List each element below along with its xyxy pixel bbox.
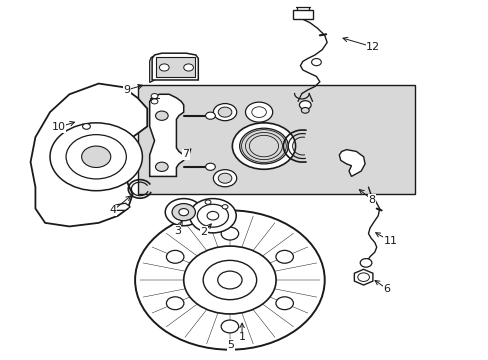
- Text: 7: 7: [182, 149, 189, 159]
- Text: 8: 8: [367, 195, 375, 204]
- Text: 3: 3: [174, 226, 181, 236]
- Bar: [137, 85, 414, 194]
- Circle shape: [205, 163, 215, 170]
- Circle shape: [165, 199, 202, 226]
- Circle shape: [239, 128, 287, 164]
- Circle shape: [357, 273, 369, 282]
- Circle shape: [166, 250, 183, 263]
- Circle shape: [213, 104, 236, 121]
- Circle shape: [155, 162, 168, 171]
- Circle shape: [221, 320, 238, 333]
- Bar: [156, 58, 195, 77]
- Text: 11: 11: [383, 237, 397, 247]
- Polygon shape: [339, 150, 365, 176]
- Circle shape: [155, 111, 168, 120]
- Circle shape: [183, 246, 276, 314]
- Circle shape: [166, 297, 183, 310]
- Polygon shape: [149, 94, 183, 176]
- Circle shape: [179, 208, 188, 216]
- Circle shape: [81, 146, 111, 167]
- Polygon shape: [30, 84, 147, 226]
- Circle shape: [189, 199, 236, 233]
- Circle shape: [151, 99, 158, 104]
- Polygon shape: [149, 56, 154, 82]
- Circle shape: [206, 211, 218, 220]
- Circle shape: [205, 112, 215, 119]
- Polygon shape: [354, 269, 372, 285]
- Text: 2: 2: [200, 227, 207, 237]
- Circle shape: [66, 135, 126, 179]
- Text: 5: 5: [227, 340, 234, 350]
- Circle shape: [218, 107, 231, 117]
- Circle shape: [245, 102, 272, 122]
- Circle shape: [213, 170, 236, 187]
- Bar: [292, 10, 312, 19]
- Circle shape: [299, 101, 310, 109]
- Circle shape: [183, 64, 193, 71]
- Circle shape: [159, 64, 169, 71]
- Circle shape: [172, 203, 195, 221]
- Circle shape: [218, 173, 231, 183]
- Circle shape: [217, 271, 242, 289]
- Circle shape: [135, 210, 324, 350]
- Circle shape: [204, 200, 210, 204]
- Circle shape: [222, 204, 227, 209]
- Circle shape: [275, 297, 293, 310]
- Circle shape: [50, 123, 142, 191]
- Circle shape: [203, 260, 256, 300]
- Circle shape: [221, 227, 238, 240]
- Circle shape: [197, 204, 228, 227]
- Circle shape: [360, 258, 371, 267]
- Circle shape: [151, 94, 158, 99]
- Text: 9: 9: [123, 85, 130, 95]
- Circle shape: [232, 123, 295, 169]
- Circle shape: [275, 250, 293, 263]
- Circle shape: [82, 123, 90, 129]
- Circle shape: [301, 108, 308, 113]
- Text: 4: 4: [109, 205, 117, 215]
- Polygon shape: [116, 203, 130, 210]
- Circle shape: [311, 59, 321, 66]
- Text: 10: 10: [52, 122, 65, 132]
- Polygon shape: [152, 53, 198, 80]
- Text: 12: 12: [366, 42, 380, 52]
- Text: 6: 6: [383, 284, 389, 294]
- Text: 1: 1: [238, 332, 245, 342]
